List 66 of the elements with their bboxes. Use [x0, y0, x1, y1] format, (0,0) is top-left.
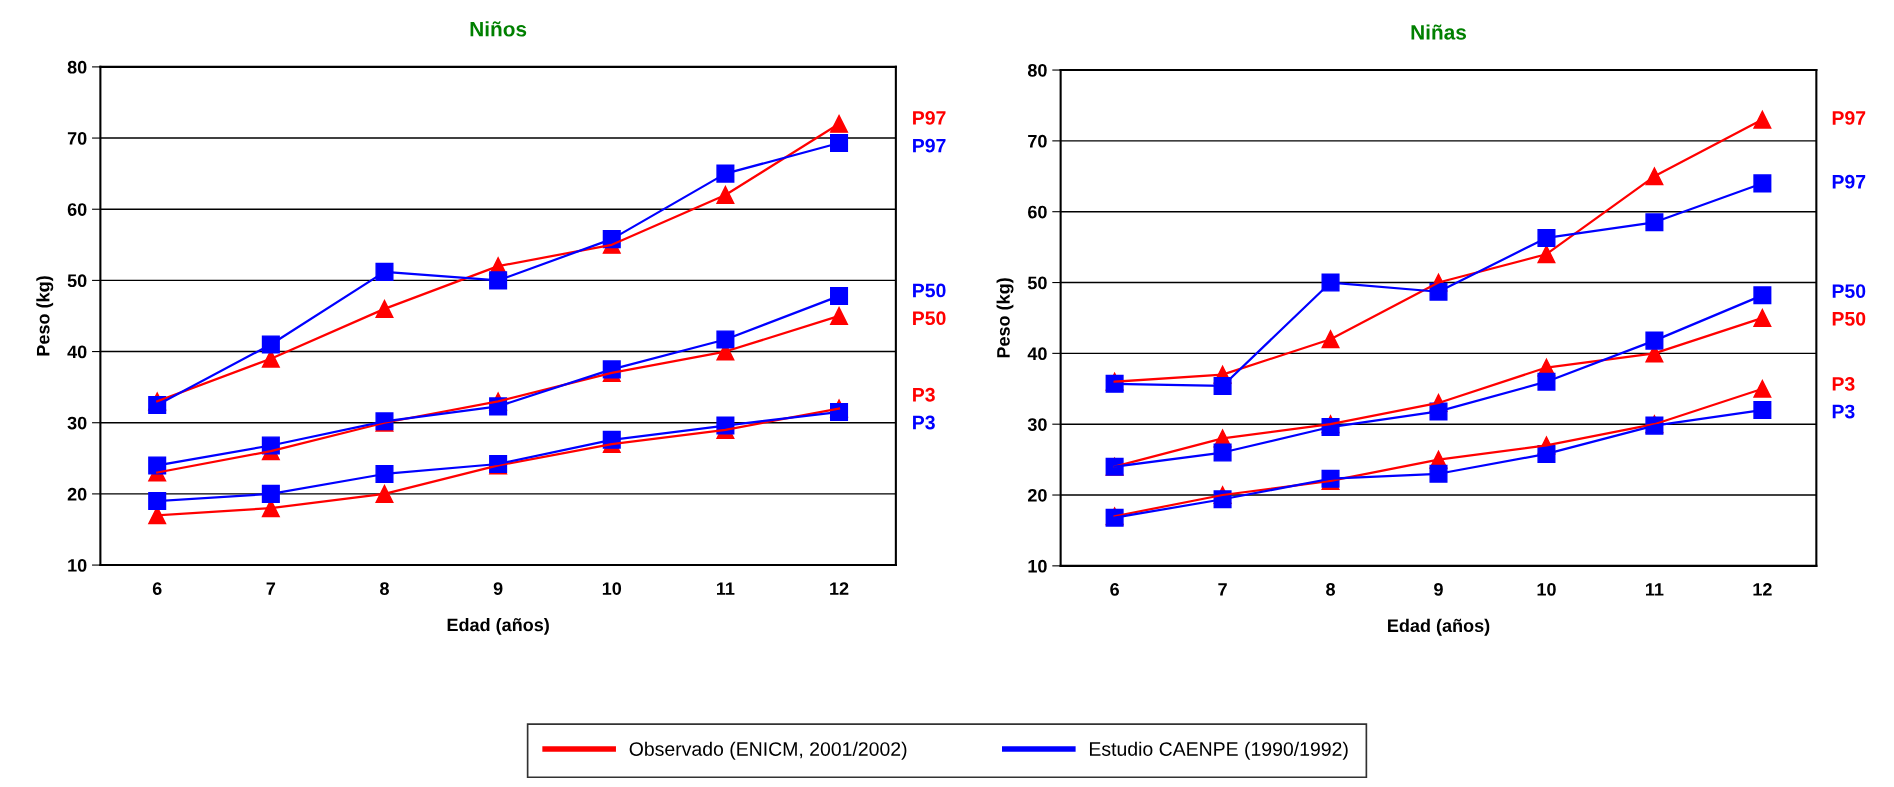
x-tick-label: 11	[716, 582, 735, 595]
y-tick-label: 10	[1028, 559, 1047, 573]
text: P50	[913, 283, 946, 298]
point	[1429, 464, 1448, 483]
text: P3	[1832, 377, 1855, 391]
x-tick-label: 6	[1110, 583, 1119, 596]
point	[1753, 110, 1772, 129]
y-axis-title: Peso (kg)	[996, 278, 1014, 358]
y-tick-label: 40	[67, 345, 87, 359]
y-tick-label: 10	[68, 559, 87, 572]
point	[830, 114, 849, 133]
x-tick-label: 8	[1326, 583, 1335, 596]
x-tick-label: 10	[602, 582, 622, 595]
x-tick-label: 7	[266, 582, 276, 595]
y-tick-label: 70	[67, 132, 87, 145]
text: P97	[1832, 174, 1866, 189]
y-tick-label: 60	[67, 203, 87, 216]
point	[1753, 286, 1772, 305]
point	[830, 287, 849, 306]
text: P97	[1832, 111, 1866, 125]
legend-label: Estudio CAENPE (1990/1992)	[1089, 741, 1348, 760]
y-tick-label: 50	[1027, 276, 1047, 290]
y-axis-title: Peso (kg)	[36, 276, 54, 356]
x-tick-label: 9	[493, 582, 503, 595]
x-tick-label: 12	[1753, 583, 1772, 596]
x-tick-label: 10	[1537, 583, 1556, 596]
y-tick-label: 30	[1027, 418, 1047, 431]
text: P50	[1832, 311, 1866, 326]
chart-title: Niños	[470, 21, 527, 37]
chart-title: Niñas	[1411, 24, 1467, 40]
y-tick-label: 30	[67, 416, 87, 430]
y-tick-label: 50	[67, 274, 87, 288]
x-tick-label: 8	[380, 582, 389, 595]
x-tick-label: 7	[1218, 583, 1227, 596]
legend-label: Observado (ENICM, 2001/2002)	[629, 741, 907, 760]
text: P97	[913, 111, 946, 125]
point	[1753, 400, 1772, 420]
point	[830, 306, 849, 326]
point	[1213, 443, 1232, 462]
y-tick-label: 80	[67, 60, 87, 74]
x-axis-title: Edad (años)	[447, 618, 549, 635]
point	[1753, 379, 1772, 398]
x-tick-label: 6	[152, 582, 162, 595]
text: P50	[913, 311, 946, 326]
text: P97	[913, 138, 946, 153]
point	[1753, 308, 1772, 327]
x-axis-title: Edad (años)	[1388, 618, 1490, 636]
y-tick-label: 70	[1028, 134, 1047, 148]
y-tick-label: 20	[1027, 488, 1047, 502]
y-tick-label: 40	[1027, 347, 1047, 361]
point	[148, 491, 167, 511]
y-tick-label: 80	[1027, 63, 1047, 77]
point	[375, 464, 394, 484]
point	[830, 134, 849, 153]
text: P3	[913, 415, 935, 430]
text: P50	[1832, 284, 1866, 299]
point	[1753, 174, 1772, 193]
x-tick-label: 11	[1646, 583, 1664, 596]
text: P3	[913, 387, 935, 402]
x-tick-label: 12	[830, 582, 849, 595]
text: P3	[1832, 404, 1855, 419]
point	[375, 262, 394, 281]
y-tick-label: 60	[1028, 205, 1047, 219]
point	[375, 484, 394, 503]
y-tick-label: 20	[67, 487, 87, 501]
x-tick-label: 9	[1434, 583, 1443, 596]
